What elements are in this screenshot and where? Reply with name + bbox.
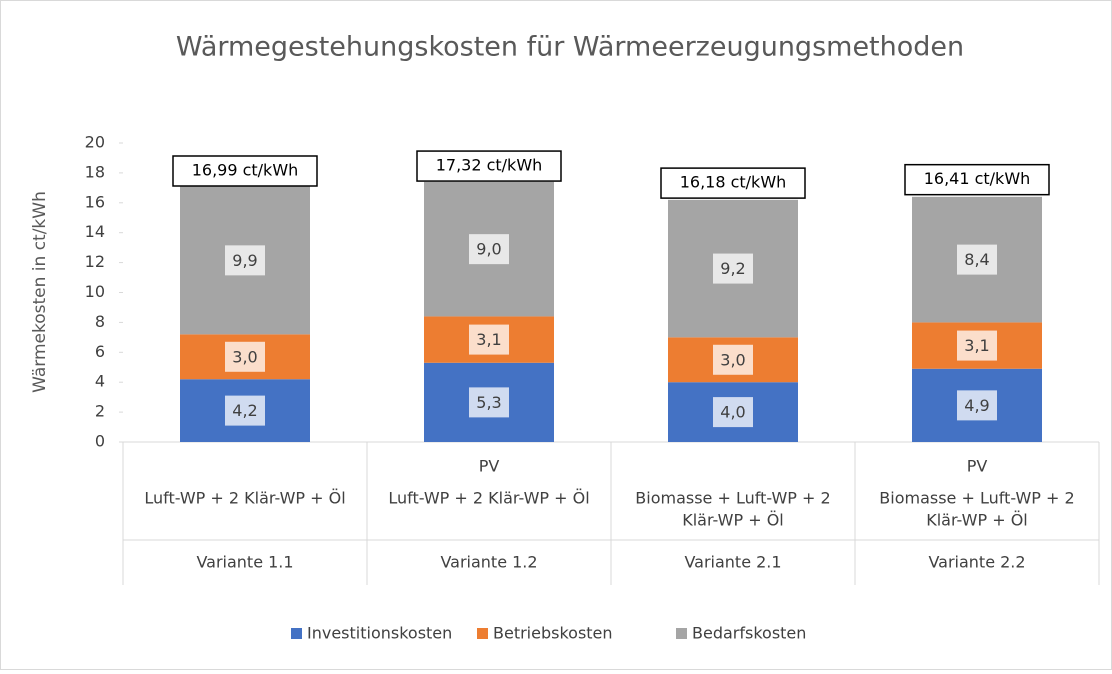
value-label: 3,1	[964, 336, 989, 355]
value-label-box	[713, 253, 753, 284]
value-label-box	[469, 234, 509, 265]
y-tick-label: 6	[95, 342, 105, 361]
legend-label: Betriebskosten	[493, 624, 613, 643]
y-tick-label: 16	[85, 192, 105, 211]
value-label: 3,1	[476, 330, 501, 349]
tech-label: Klär-WP + Öl	[926, 511, 1028, 530]
value-label: 8,4	[964, 250, 989, 269]
total-label: 16,18 ct/kWh	[680, 173, 787, 192]
legend-swatch	[291, 628, 302, 639]
legend-swatch	[477, 628, 488, 639]
value-label: 9,9	[232, 251, 257, 270]
value-label: 3,0	[720, 350, 745, 369]
value-label-box	[957, 244, 997, 275]
legend-swatch	[676, 628, 687, 639]
y-tick-label: 14	[85, 222, 105, 241]
tech-label: Biomasse + Luft-WP + 2	[635, 489, 830, 508]
tech-label: Luft-WP + 2 Klär-WP + Öl	[144, 489, 345, 508]
value-label: 5,3	[476, 393, 501, 412]
value-label-box	[957, 330, 997, 361]
value-label-box	[957, 390, 997, 421]
total-label: 16,99 ct/kWh	[192, 160, 299, 179]
value-label-box	[469, 387, 509, 418]
value-label-box	[225, 341, 265, 372]
value-label-box	[225, 395, 265, 426]
y-tick-label: 0	[95, 432, 105, 451]
tech-label: Biomasse + Luft-WP + 2	[879, 489, 1074, 508]
x-tick-label: Variante 1.2	[440, 553, 537, 572]
y-axis-label: Wärmekosten in ct/kWh	[30, 191, 50, 393]
total-label-box	[904, 163, 1050, 196]
legend-label: Bedarfskosten	[692, 624, 806, 643]
total-label-box	[416, 150, 562, 182]
value-label-box	[713, 344, 753, 375]
tech-label: Klär-WP + Öl	[682, 511, 784, 530]
total-label: 16,41 ct/kWh	[924, 169, 1031, 188]
value-label: 9,2	[720, 259, 745, 278]
value-label: 4,9	[964, 396, 989, 415]
y-tick-label: 8	[95, 312, 105, 331]
value-label: 4,2	[232, 401, 257, 420]
pv-label: PV	[479, 457, 500, 476]
x-tick-label: Variante 2.1	[684, 553, 781, 572]
total-label-box	[660, 167, 806, 199]
y-tick-label: 12	[85, 252, 105, 271]
total-label: 17,32 ct/kWh	[436, 156, 543, 175]
value-label-box	[469, 324, 509, 355]
value-label: 4,0	[720, 403, 745, 422]
y-tick-label: 2	[95, 402, 105, 421]
chart-title: Wärmegestehungskosten für Wärmeerzeugung…	[176, 32, 964, 63]
x-tick-label: Variante 1.1	[196, 553, 293, 572]
value-label: 9,0	[476, 240, 501, 259]
y-tick-label: 20	[85, 133, 105, 152]
total-label-box	[172, 155, 318, 187]
y-tick-label: 18	[85, 162, 105, 181]
value-label-box	[713, 397, 753, 428]
tech-label: Luft-WP + 2 Klär-WP + Öl	[388, 489, 589, 508]
x-tick-label: Variante 2.2	[928, 553, 1025, 572]
legend-label: Investitionskosten	[307, 624, 452, 643]
pv-label: PV	[967, 457, 988, 476]
value-label: 3,0	[232, 347, 257, 366]
y-tick-label: 4	[95, 372, 105, 391]
y-tick-label: 10	[85, 282, 105, 301]
value-label-box	[225, 245, 265, 276]
